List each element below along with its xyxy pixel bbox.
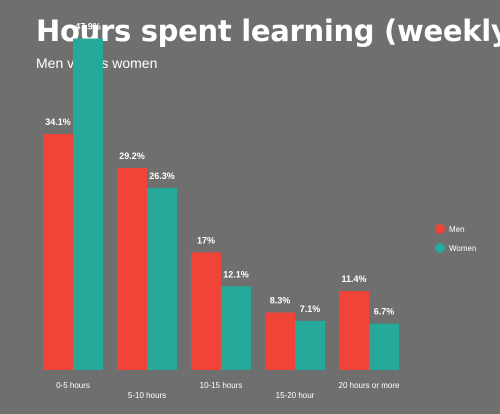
- value-label-women-1: 47.9%: [75, 22, 101, 32]
- category-label-4: 15-20 hour: [276, 391, 315, 400]
- bar-women-3: [221, 286, 251, 370]
- value-label-men-3: 17%: [197, 235, 215, 245]
- legend-label-women: Women: [449, 244, 476, 253]
- bars-group: [43, 38, 399, 370]
- value-label-men-1: 34.1%: [45, 117, 71, 127]
- category-label-2: 5-10 hours: [128, 391, 166, 400]
- bar-men-2: [117, 167, 147, 370]
- value-label-men-4: 8.3%: [270, 296, 291, 306]
- chart-title: Hours spent learning (weekly): [36, 14, 500, 48]
- category-label-5: 20 hours or more: [339, 381, 400, 390]
- value-label-women-3: 12.1%: [223, 269, 249, 279]
- value-label-women-5: 6.7%: [374, 307, 395, 317]
- value-labels-group: 34.1% 47.9% 29.2% 26.3% 17% 12.1% 8.3% 7.1% 11.4…: [45, 22, 394, 317]
- legend: Men Women: [435, 224, 476, 253]
- bar-men-1: [43, 134, 73, 370]
- legend-swatch-men: [435, 224, 445, 234]
- bar-women-2: [147, 188, 177, 370]
- bar-women-1: [73, 38, 103, 370]
- value-label-men-5: 11.4%: [341, 274, 366, 284]
- category-label-1: 0-5 hours: [56, 381, 90, 390]
- value-label-women-2: 26.3%: [149, 171, 175, 181]
- bar-women-4: [295, 320, 325, 370]
- legend-swatch-women: [435, 243, 445, 253]
- bar-women-5: [369, 323, 399, 370]
- value-label-men-2: 29.2%: [119, 151, 145, 161]
- legend-label-men: Men: [449, 225, 465, 234]
- category-label-3: 10-15 hours: [200, 381, 243, 390]
- bar-men-5: [339, 291, 369, 370]
- bar-men-3: [191, 252, 221, 370]
- bar-men-4: [265, 312, 295, 370]
- category-labels-group: 0-5 hours 5-10 hours 10-15 hours 15-20 hour…: [56, 381, 400, 400]
- value-label-women-4: 7.1%: [300, 304, 321, 314]
